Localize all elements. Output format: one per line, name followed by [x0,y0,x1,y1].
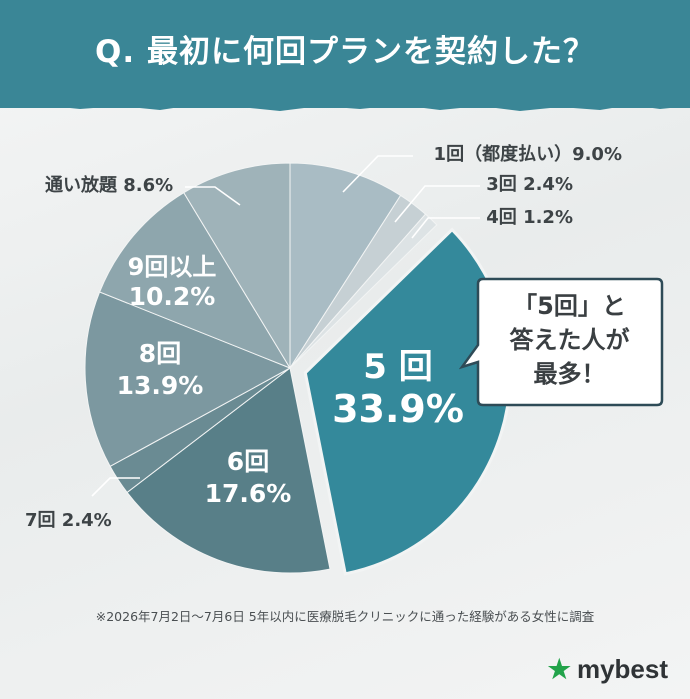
pie-slice [84,291,292,468]
brand-logo: ★ mybest [548,654,668,685]
star-icon: ★ [547,654,571,684]
slice-data-label: 9回以上 [128,253,217,281]
slice-data-label: 10.2% [129,282,216,311]
callout-line: 「5回」と [513,292,626,320]
slice-data-label: 5 回 [363,347,433,387]
leader-line [91,477,140,497]
slice-data-label: 8回 [139,339,181,368]
leader-line [411,217,480,239]
slice-outside-label: 通い放題 8.6% [45,174,173,196]
slice-outside-label: 3回 2.4% [486,174,573,195]
callout-bubble: 「5回」と 答えた人が 最多！ [459,277,664,407]
survey-footnote: ※2026年7月2日〜7月6日 5年以内に医療脱毛クリニックに通った経験がある女… [95,609,595,624]
callout-line: 最多！ [533,360,606,388]
slice-data-label: 13.9% [117,371,204,400]
pie-slice [183,162,291,370]
callout-line: 答えた人が [509,326,630,354]
callout-text: 「5回」と 答えた人が 最多！ [477,289,662,391]
pie-slice [98,191,292,370]
pie-slice [289,162,402,370]
leader-line [394,185,480,223]
leader-line [185,186,241,206]
header-banner: Q. 最初に何回プランを契約した？ [0,0,690,108]
slice-data-label: 33.9% [332,387,464,431]
slice-outside-label: 1回（都度払い）9.0% [434,143,622,165]
slice-data-label: 6回 [227,447,269,476]
slice-data-label: 17.6% [205,479,292,508]
brand-name: mybest [576,654,668,684]
leader-line [342,155,413,193]
slice-outside-label: 4回 1.2% [486,207,573,228]
pie-slice [289,213,438,369]
pie-slice [126,367,331,574]
pie-slice [303,227,512,576]
page-title: Q. 最初に何回プランを契約した？ [95,34,595,70]
slice-outside-label: 7回 2.4% [25,510,112,531]
header-brush-edge [0,96,690,111]
speech-bubble-shape [459,277,664,407]
